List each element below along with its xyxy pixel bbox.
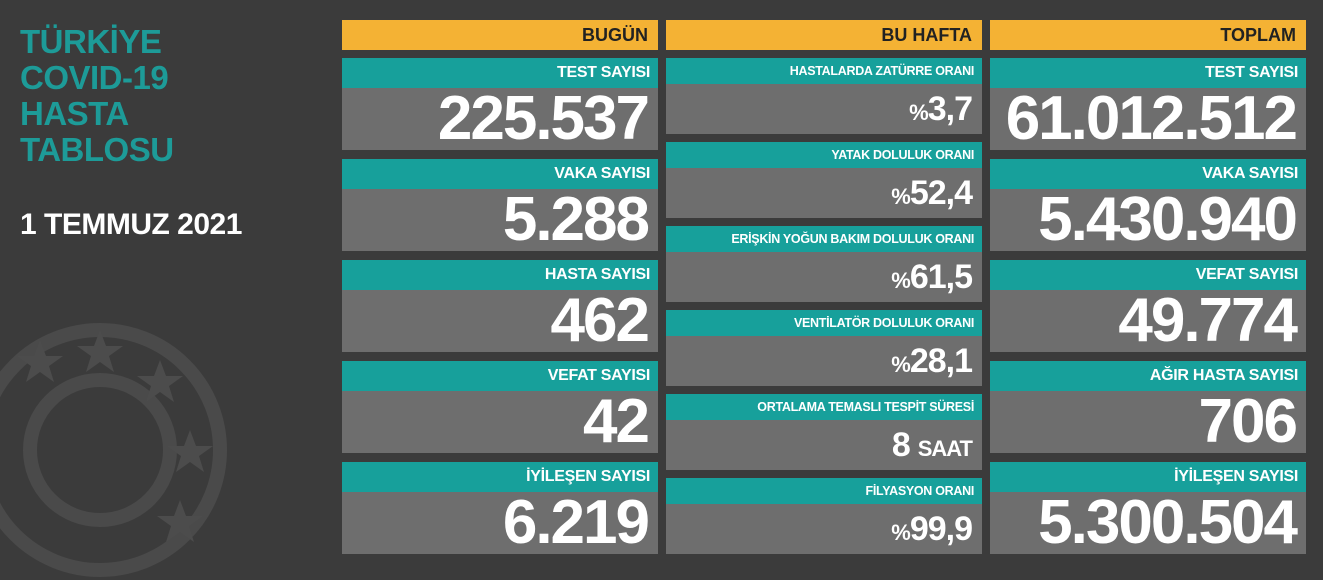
value-suffix: SAAT bbox=[917, 436, 973, 461]
card-label: FİLYASYON ORANI bbox=[666, 478, 982, 504]
value-number: 462 bbox=[550, 286, 650, 355]
card-value: 5.430.940 bbox=[990, 189, 1306, 251]
title: TÜRKİYE COVID-19 HASTA TABLOSU bbox=[20, 23, 174, 168]
value-number: 42 bbox=[583, 387, 650, 456]
card-value: %52,4 bbox=[666, 168, 982, 218]
value-number: 52,4 bbox=[909, 174, 973, 212]
value-number: 28,1 bbox=[909, 342, 973, 380]
value-number: 5.430.940 bbox=[1038, 185, 1298, 254]
card-value: 42 bbox=[342, 391, 658, 453]
value-number: 8 bbox=[891, 426, 911, 464]
column-header: BUGÜN bbox=[342, 20, 658, 50]
card-label: ERİŞKİN YOĞUN BAKIM DOLULUK ORANI bbox=[666, 226, 982, 252]
card-label: İYİLEŞEN SAYISI bbox=[342, 462, 658, 492]
value-prefix: % bbox=[891, 184, 911, 209]
card-label: VENTİLATÖR DOLULUK ORANI bbox=[666, 310, 982, 336]
value-number: 225.537 bbox=[437, 84, 650, 153]
value-prefix: % bbox=[891, 268, 911, 293]
card-value: 5.288 bbox=[342, 189, 658, 251]
column-header: BU HAFTA bbox=[666, 20, 982, 50]
column-header: TOPLAM bbox=[990, 20, 1306, 50]
value-prefix: % bbox=[891, 520, 911, 545]
value-number: 3,7 bbox=[927, 90, 973, 128]
card-value: %99,9 bbox=[666, 504, 982, 554]
card-value: 706 bbox=[990, 391, 1306, 453]
card-value: 5.300.504 bbox=[990, 492, 1306, 554]
card-label: VAKA SAYISI bbox=[990, 159, 1306, 189]
value-number: 6.219 bbox=[502, 488, 650, 557]
card-value: 8 SAAT bbox=[666, 420, 982, 470]
card-label: TEST SAYISI bbox=[342, 58, 658, 88]
card-value: 462 bbox=[342, 290, 658, 352]
date: 1 TEMMUZ 2021 bbox=[20, 208, 242, 241]
value-number: 49.774 bbox=[1118, 286, 1298, 355]
card-label: VAKA SAYISI bbox=[342, 159, 658, 189]
card-label: TEST SAYISI bbox=[990, 58, 1306, 88]
value-number: 5.300.504 bbox=[1038, 488, 1298, 557]
card-label: AĞIR HASTA SAYISI bbox=[990, 361, 1306, 391]
card-label: HASTA SAYISI bbox=[342, 260, 658, 290]
value-number: 61.012.512 bbox=[1005, 84, 1298, 153]
card-value: 225.537 bbox=[342, 88, 658, 150]
card-value: 61.012.512 bbox=[990, 88, 1306, 150]
card-value: %28,1 bbox=[666, 336, 982, 386]
value-prefix: % bbox=[891, 352, 911, 377]
card-value: %61,5 bbox=[666, 252, 982, 302]
value-number: 5.288 bbox=[502, 185, 650, 254]
card-label: HASTALARDA ZATÜRRE ORANI bbox=[666, 58, 982, 84]
value-number: 61,5 bbox=[909, 258, 973, 296]
value-number: 706 bbox=[1198, 387, 1298, 456]
card-value: 6.219 bbox=[342, 492, 658, 554]
card-label: İYİLEŞEN SAYISI bbox=[990, 462, 1306, 492]
value-prefix: % bbox=[909, 100, 929, 125]
value-number: 99,9 bbox=[909, 510, 973, 548]
emblem bbox=[0, 323, 227, 577]
card-value: 49.774 bbox=[990, 290, 1306, 352]
card-label: YATAK DOLULUK ORANI bbox=[666, 142, 982, 168]
card-value: %3,7 bbox=[666, 84, 982, 134]
card-label: VEFAT SAYISI bbox=[342, 361, 658, 391]
card-label: VEFAT SAYISI bbox=[990, 260, 1306, 290]
card-label: ORTALAMA TEMASLI TESPİT SÜRESİ bbox=[666, 394, 982, 420]
